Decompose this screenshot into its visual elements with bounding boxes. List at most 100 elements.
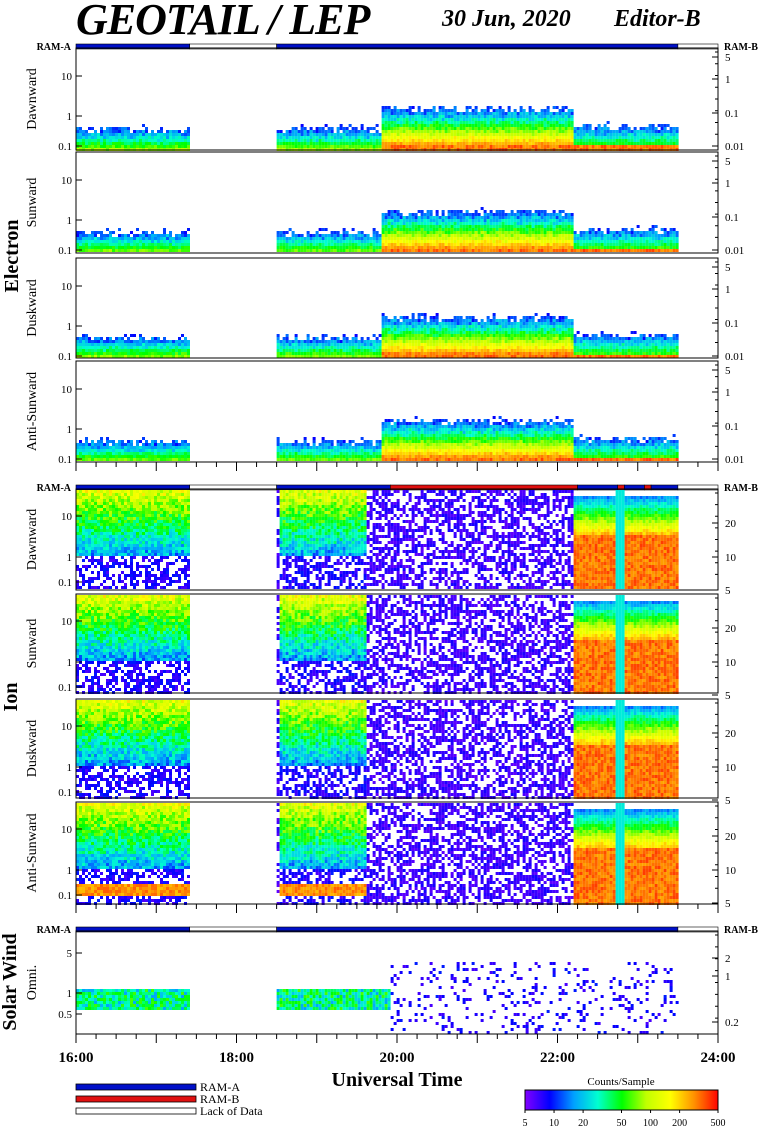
spectrogram-cell — [369, 343, 373, 346]
spectrogram-cell — [501, 352, 505, 355]
spectrogram-cell — [100, 234, 103, 237]
spectrogram-cell — [609, 349, 613, 352]
spectrogram-cell — [483, 136, 487, 139]
spectrogram-cell — [393, 106, 397, 109]
spectrogram-cell — [423, 325, 427, 328]
spectrogram-cell — [79, 133, 82, 136]
spectrogram-cell — [381, 121, 385, 124]
spectrogram-cell — [513, 240, 517, 243]
spectrogram-cell — [483, 121, 487, 124]
spectrogram-cell — [145, 340, 148, 343]
spectrogram-cell — [297, 139, 301, 142]
spectrogram-cell — [477, 118, 481, 121]
spectrogram-cell — [175, 234, 178, 237]
spectrogram-cell — [564, 328, 568, 331]
spectrogram-cell — [384, 127, 388, 130]
spectrogram-cell — [330, 145, 334, 148]
spectrogram-cell — [438, 349, 442, 352]
spectrogram-cell — [561, 316, 565, 319]
spectrogram-cell — [381, 115, 385, 118]
spectrogram-cell — [561, 246, 565, 249]
spectrogram-cell — [327, 355, 331, 358]
spectrogram-cell — [465, 234, 469, 237]
spectrogram-cell — [459, 237, 463, 240]
spectrogram-cell — [160, 130, 163, 133]
spectrogram-cell — [546, 234, 550, 237]
spectrogram-cell — [381, 316, 385, 319]
spectrogram-cell — [103, 240, 106, 243]
spectrogram-cell — [654, 340, 658, 343]
spectrogram-cell — [118, 237, 121, 240]
spectrogram-cell — [172, 133, 175, 136]
spectrogram-cell — [582, 127, 586, 130]
spectrogram-cell — [621, 243, 625, 246]
spectrogram-cell — [615, 240, 619, 243]
spectrogram-cell — [480, 115, 484, 118]
spectrogram-cell — [336, 337, 340, 340]
spectrogram-cell — [88, 337, 91, 340]
spectrogram-cell — [435, 337, 439, 340]
spectrogram-cell — [121, 234, 124, 237]
spectrogram-cell — [672, 249, 676, 252]
spectrogram-cell — [306, 334, 310, 337]
spectrogram-cell — [636, 139, 640, 142]
spectrogram-cell — [627, 231, 631, 234]
spectrogram-cell — [585, 139, 589, 142]
spectrogram-cell — [552, 118, 556, 121]
spectrogram-cell — [552, 337, 556, 340]
spectrogram-cell — [495, 231, 499, 234]
spectrogram-cell — [118, 340, 121, 343]
spectrogram-cell — [103, 133, 106, 136]
spectrogram-cell — [282, 243, 286, 246]
spectrogram-cell — [372, 142, 376, 145]
spectrogram-cell — [79, 243, 82, 246]
spectrogram-cell — [106, 355, 109, 358]
spectrogram-cell — [480, 337, 484, 340]
spectrogram-cell — [411, 355, 415, 358]
spectrogram-cell — [115, 340, 118, 343]
spectrogram-cell — [381, 139, 385, 142]
spectrogram-cell — [399, 222, 403, 225]
spectrogram-cell — [91, 343, 94, 346]
spectrogram-cell — [160, 246, 163, 249]
spectrogram-cell — [522, 337, 526, 340]
spectrogram-cell — [486, 225, 490, 228]
spectrogram-cell — [465, 219, 469, 222]
spectrogram-cell — [531, 234, 535, 237]
spectrogram-cell — [543, 225, 547, 228]
spectrogram-cell — [429, 133, 433, 136]
spectrogram-cell — [106, 346, 109, 349]
spectrogram-cell — [564, 115, 568, 118]
spectrogram-cell — [564, 216, 568, 219]
spectrogram-cell — [393, 216, 397, 219]
spectrogram-cell — [507, 246, 511, 249]
spectrogram-cell — [324, 142, 328, 145]
spectrogram-cell — [510, 118, 514, 121]
spectrogram-cell — [405, 142, 409, 145]
spectrogram-cell — [127, 340, 130, 343]
spectrogram-cell — [106, 340, 109, 343]
spectrogram-cell — [486, 219, 490, 222]
spectrogram-cell — [657, 355, 661, 358]
spectrogram-cell — [432, 346, 436, 349]
spectrogram-cell — [540, 121, 544, 124]
spectrogram-cell — [288, 130, 292, 133]
spectrogram-cell — [528, 234, 532, 237]
spectrogram-cell — [657, 130, 661, 133]
spectrogram-cell — [642, 337, 646, 340]
spectrogram-cell — [130, 243, 133, 246]
spectrogram-cell — [441, 331, 445, 334]
spectrogram-cell — [411, 337, 415, 340]
spectrogram-cell — [390, 118, 394, 121]
spectrogram-cell — [612, 231, 616, 234]
spectrogram-cell — [456, 213, 460, 216]
spectrogram-cell — [82, 349, 85, 352]
spectrogram-cell — [570, 231, 574, 234]
spectrogram-cell — [181, 334, 184, 337]
spectrogram-cell — [450, 130, 454, 133]
spectrogram-cell — [432, 115, 436, 118]
spectrogram-cell — [321, 133, 325, 136]
spectrogram-cell — [351, 349, 355, 352]
spectrogram-cell — [564, 237, 568, 240]
spectrogram-cell — [597, 240, 601, 243]
